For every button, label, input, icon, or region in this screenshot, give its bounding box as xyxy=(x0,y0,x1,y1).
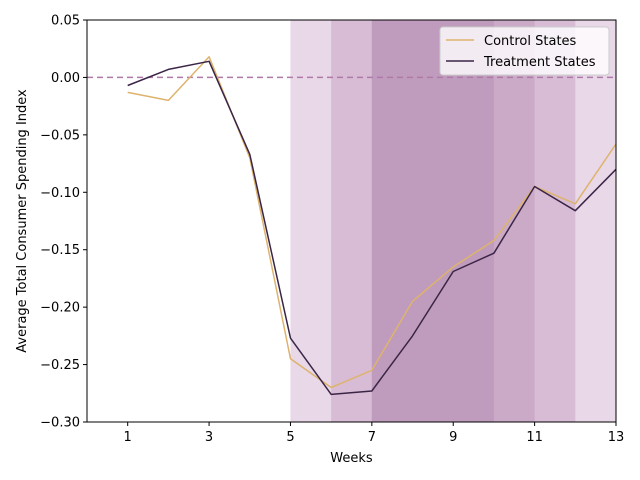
shaded-region-4 xyxy=(371,20,494,422)
series-line-treatment-states xyxy=(127,60,617,396)
x-tick-label: 9 xyxy=(449,430,457,445)
plot-frame xyxy=(86,19,617,423)
shaded-regions xyxy=(290,20,616,422)
y-tick-label: 0.00 xyxy=(51,71,80,86)
y-tick-label: −0.10 xyxy=(40,186,80,201)
x-tick-label: 5 xyxy=(286,430,294,445)
y-tick-label: −0.25 xyxy=(40,358,80,373)
x-tick-label: 1 xyxy=(124,430,132,445)
y-tick-label: −0.15 xyxy=(40,243,80,258)
x-tick-label: 13 xyxy=(608,430,625,445)
legend-label-treatment-states: Treatment States xyxy=(483,55,596,70)
x-axis-ticks: 1 3 5 7 9 11 13 xyxy=(124,422,625,445)
series-lines xyxy=(127,56,617,396)
y-tick-label: 0.05 xyxy=(51,14,80,29)
y-axis-ticks: 0.05 0.00 −0.05 −0.10 −0.15 −0.20 −0.25 −0.30 xyxy=(40,14,87,431)
legend: Control States Treatment States xyxy=(439,26,610,76)
x-tick-label: 7 xyxy=(368,430,376,445)
legend-box xyxy=(439,26,610,76)
x-tick-label: 3 xyxy=(205,430,213,445)
y-tick-label: −0.20 xyxy=(40,301,80,316)
x-tick-label: 11 xyxy=(526,430,543,445)
y-tick-label: −0.30 xyxy=(40,416,80,431)
y-tick-label: −0.05 xyxy=(40,128,80,143)
legend-label-control-states: Control States xyxy=(484,34,577,49)
x-axis-label: Weeks xyxy=(330,451,373,466)
y-axis-label: Average Total Consumer Spending Index xyxy=(15,89,30,353)
